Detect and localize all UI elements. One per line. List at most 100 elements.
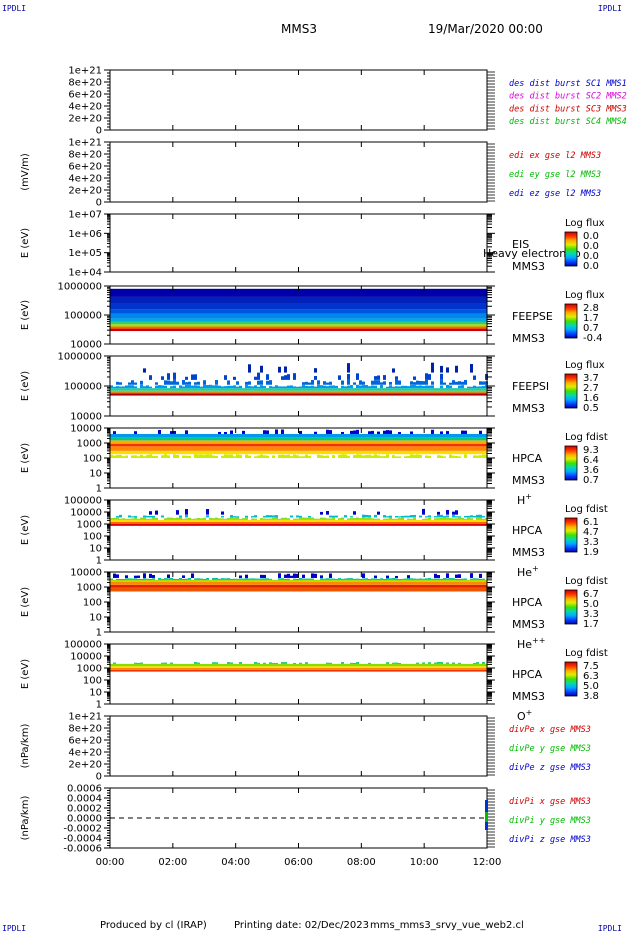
spectrogram-cell — [197, 578, 200, 580]
spectrogram-cell — [350, 385, 353, 389]
spectrogram-cell — [404, 385, 407, 389]
spectrogram-cell — [197, 517, 200, 520]
spectrogram-cell — [365, 514, 368, 518]
spectrogram-cell — [299, 386, 302, 389]
colorbar-title: Log flux — [565, 218, 605, 229]
instrument-labels: HPCA MMS3 O+ — [512, 668, 545, 723]
spectrogram-cell — [332, 515, 335, 518]
spectrogram-cell — [119, 382, 122, 385]
spectrogram-cell — [161, 515, 164, 518]
spectrogram-cell — [386, 516, 389, 518]
spectrogram-cell — [170, 381, 173, 385]
spectrogram-cell — [290, 515, 293, 518]
spectrogram-cell — [302, 574, 305, 578]
spectrogram-cell — [458, 574, 461, 578]
spectrogram-cell — [194, 518, 197, 520]
spectrogram-cell — [350, 578, 353, 580]
spectrogram-cell — [296, 518, 299, 520]
legend-entry: divPi z gse MMS3 — [509, 835, 591, 845]
spectrogram-cell — [263, 515, 266, 518]
spectrogram-cell — [329, 662, 332, 664]
spectrogram-cell — [317, 454, 320, 458]
legend-entry: divPi y gse MMS3 — [509, 816, 591, 826]
spectrogram-cell — [206, 578, 209, 580]
y-axis-label: E (eV) — [20, 300, 31, 330]
spectrogram-cell — [404, 578, 407, 580]
spectrogram-cell — [155, 510, 158, 515]
spectrogram-cell — [284, 375, 287, 380]
y-tick-label: 1000000 — [57, 352, 102, 363]
spectrogram-cell — [176, 454, 179, 458]
spectrogram-cell — [302, 517, 305, 520]
spectrogram-cell — [326, 511, 329, 515]
colorbar: Log fdist 9.36.43.60.7 — [564, 432, 608, 486]
y-tick-label: 1000 — [77, 664, 102, 675]
spectrogram-band — [110, 318, 487, 322]
spectrogram-cell — [353, 518, 356, 520]
spectrogram-band — [110, 584, 487, 588]
legend: divPi x gse MMS3 divPi y gse MMS3 divPi z … — [509, 797, 591, 845]
spectrogram-cell — [446, 578, 449, 580]
spectrogram-cell — [392, 518, 395, 520]
y-axis-label: E (eV) — [20, 659, 31, 689]
spectrogram-cell — [134, 516, 137, 518]
spectrogram-cell — [242, 430, 245, 434]
spectrogram-cell — [221, 518, 224, 520]
spectrogram-cell — [182, 518, 185, 520]
spectrogram-cell — [278, 518, 281, 520]
colorbar-tick-label: 0.5 — [583, 403, 599, 414]
spectrogram-cell — [263, 662, 266, 664]
spectrogram-cell — [260, 578, 263, 580]
spectrogram-cell — [413, 454, 416, 458]
spectrogram-cell — [251, 518, 254, 520]
panel-hpca-hepp: 1 10 100 1000 10000 E (eV) HPCA MMS3 He++ Log fdi… — [20, 568, 608, 652]
spectrogram-cell — [116, 579, 119, 581]
spectrogram-cell — [239, 454, 242, 458]
spectrogram-cell — [293, 573, 296, 578]
spectrogram-cell — [149, 579, 152, 581]
spectrogram-cell — [374, 380, 377, 385]
y-tick-label: 1e+06 — [68, 229, 102, 240]
y-tick-label: 1 — [96, 628, 102, 639]
spectrogram-cell — [227, 517, 230, 520]
spectrogram-cell — [293, 662, 296, 664]
spectrogram-cell — [218, 385, 221, 389]
spectrogram-cell — [398, 663, 401, 665]
spectrogram-cell — [413, 514, 416, 518]
spectrogram-cell — [326, 578, 329, 580]
spectrogram-cell — [305, 578, 308, 580]
spectrogram-cell — [338, 518, 341, 520]
spectrogram-cell — [200, 454, 203, 458]
colorbar-tick-label: 0.7 — [583, 475, 599, 486]
y-tick-label: 2e+20 — [68, 114, 102, 125]
instrument-labels: HPCA MMS3 H+ — [512, 452, 545, 507]
spectrogram-cell — [320, 385, 323, 389]
spectrogram-cell — [305, 381, 308, 385]
spectrogram-cell — [149, 454, 152, 458]
spectrogram-cell — [260, 380, 263, 385]
panel-hpca-h: 1 10 100 1000 10000 E (eV) HPCA MMS3 H+ Log fdist… — [20, 424, 608, 508]
spectrogram-cell — [410, 381, 413, 385]
colorbar-scale — [564, 373, 578, 409]
spectrogram-cell — [158, 578, 161, 580]
panel-frame — [109, 69, 488, 131]
spectrogram-cell — [227, 454, 230, 458]
y-tick-label: -0.0002 — [63, 824, 102, 835]
spectrogram-cell — [392, 662, 395, 664]
spectrogram-cell — [320, 511, 323, 515]
spectrogram-cell — [263, 578, 266, 580]
spectrogram-cell — [392, 368, 395, 373]
spectrogram-cell — [212, 518, 215, 520]
spectrogram-cell — [368, 454, 371, 458]
spectrogram-cell — [407, 577, 410, 580]
spectrogram-cell — [173, 454, 176, 458]
spectrogram-cell — [464, 379, 467, 385]
spectrogram-cell — [440, 431, 443, 434]
spectrogram-cell — [287, 374, 290, 380]
spectrogram-band — [110, 521, 487, 524]
spectrogram-cell — [299, 515, 302, 518]
spectrogram-cell — [374, 376, 377, 380]
spectrogram-cell — [191, 573, 194, 578]
spectrogram-cell — [218, 578, 221, 580]
spectrogram-cell — [467, 515, 470, 518]
